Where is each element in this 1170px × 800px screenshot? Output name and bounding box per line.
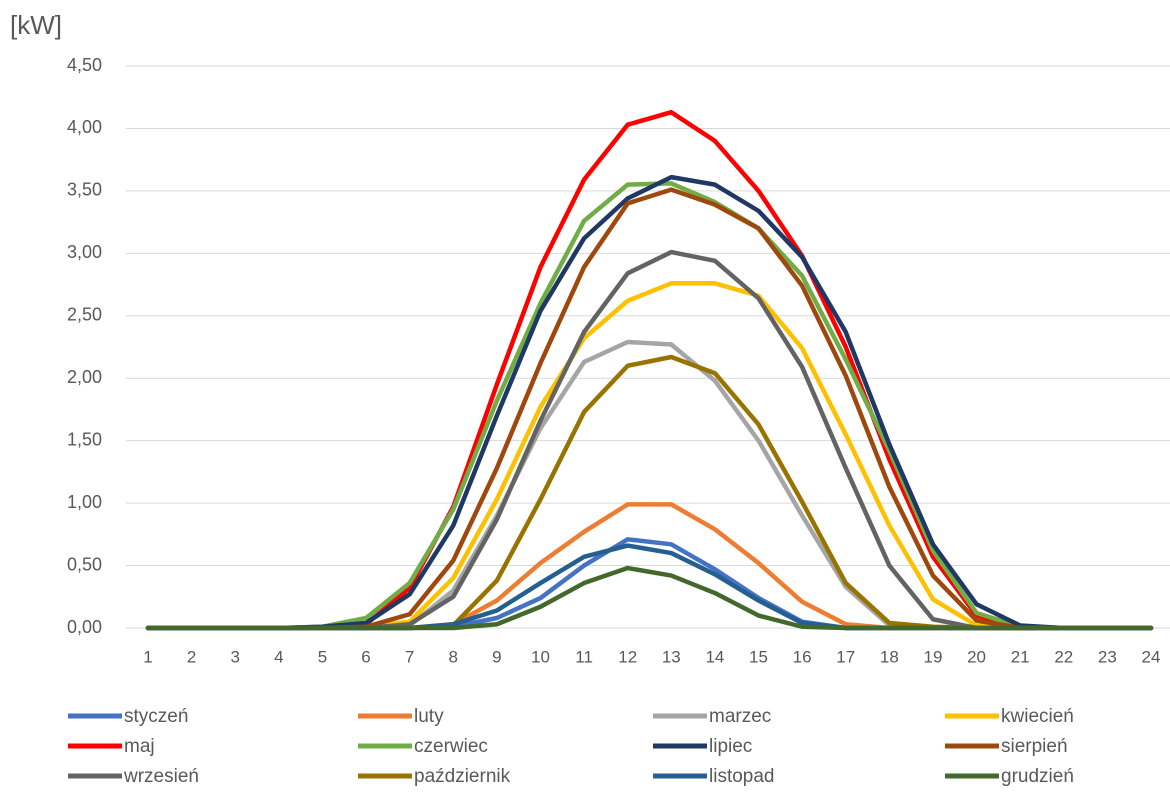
legend-label: listopad bbox=[709, 766, 775, 787]
x-tick-label: 22 bbox=[1054, 647, 1073, 666]
x-tick-label: 16 bbox=[793, 647, 812, 666]
series-line bbox=[145, 565, 1154, 631]
legend-label: marzec bbox=[709, 706, 771, 727]
y-tick-label: 3,00 bbox=[67, 242, 102, 262]
y-tick-label: 4,50 bbox=[67, 55, 102, 75]
legend-label: sierpień bbox=[1001, 736, 1068, 757]
x-tick-label: 23 bbox=[1098, 647, 1117, 666]
y-tick-label: 1,00 bbox=[67, 492, 102, 512]
legend-label: maj bbox=[124, 736, 155, 757]
y-axis-label: [kW] bbox=[10, 10, 62, 40]
x-tick-label: 11 bbox=[575, 647, 593, 666]
y-tick-label: 0,50 bbox=[67, 554, 102, 574]
x-tick-label: 4 bbox=[274, 647, 283, 666]
series-line bbox=[145, 339, 1154, 631]
x-tick-label: 21 bbox=[1011, 647, 1030, 666]
series-line bbox=[145, 187, 1154, 631]
x-tick-label: 24 bbox=[1142, 647, 1161, 666]
x-tick-label: 14 bbox=[705, 647, 724, 666]
x-tick-label: 20 bbox=[967, 647, 986, 666]
y-tick-label: 1,50 bbox=[67, 429, 102, 449]
x-tick-label: 10 bbox=[531, 647, 550, 666]
x-tick-label: 1 bbox=[143, 647, 152, 666]
x-tick-label: 8 bbox=[449, 647, 458, 666]
y-tick-label: 3,50 bbox=[67, 180, 102, 200]
y-tick-label: 0,00 bbox=[67, 617, 102, 637]
x-tick-label: 17 bbox=[836, 647, 855, 666]
x-tick-label: 3 bbox=[230, 647, 239, 666]
y-tick-label: 2,00 bbox=[67, 367, 102, 387]
legend-label: grudzień bbox=[1001, 766, 1074, 787]
y-tick-label: 4,00 bbox=[67, 117, 102, 137]
legend-label: czerwiec bbox=[414, 736, 488, 757]
legend-label: lipiec bbox=[709, 736, 752, 757]
legend-label: październik bbox=[414, 766, 511, 787]
x-tick-label: 7 bbox=[405, 647, 414, 666]
legend-label: kwiecień bbox=[1001, 706, 1074, 727]
x-tick-label: 2 bbox=[187, 647, 196, 666]
x-tick-label: 9 bbox=[492, 647, 501, 666]
x-tick-label: 5 bbox=[318, 647, 327, 666]
series-line bbox=[145, 502, 1154, 631]
x-tick-label: 12 bbox=[618, 647, 637, 666]
legend-label: styczeń bbox=[124, 706, 188, 727]
series-line bbox=[145, 181, 1154, 631]
legend-label: luty bbox=[414, 706, 444, 727]
x-tick-label: 15 bbox=[749, 647, 768, 666]
x-tick-label: 18 bbox=[880, 647, 899, 666]
series-line bbox=[145, 281, 1154, 631]
y-tick-label: 2,50 bbox=[67, 305, 102, 325]
x-tick-label: 13 bbox=[662, 647, 681, 666]
x-tick-label: 19 bbox=[923, 647, 942, 666]
series-line bbox=[145, 354, 1154, 631]
legend-label: wrzesień bbox=[123, 766, 199, 787]
series-line bbox=[145, 174, 1154, 631]
x-tick-label: 6 bbox=[361, 647, 370, 666]
